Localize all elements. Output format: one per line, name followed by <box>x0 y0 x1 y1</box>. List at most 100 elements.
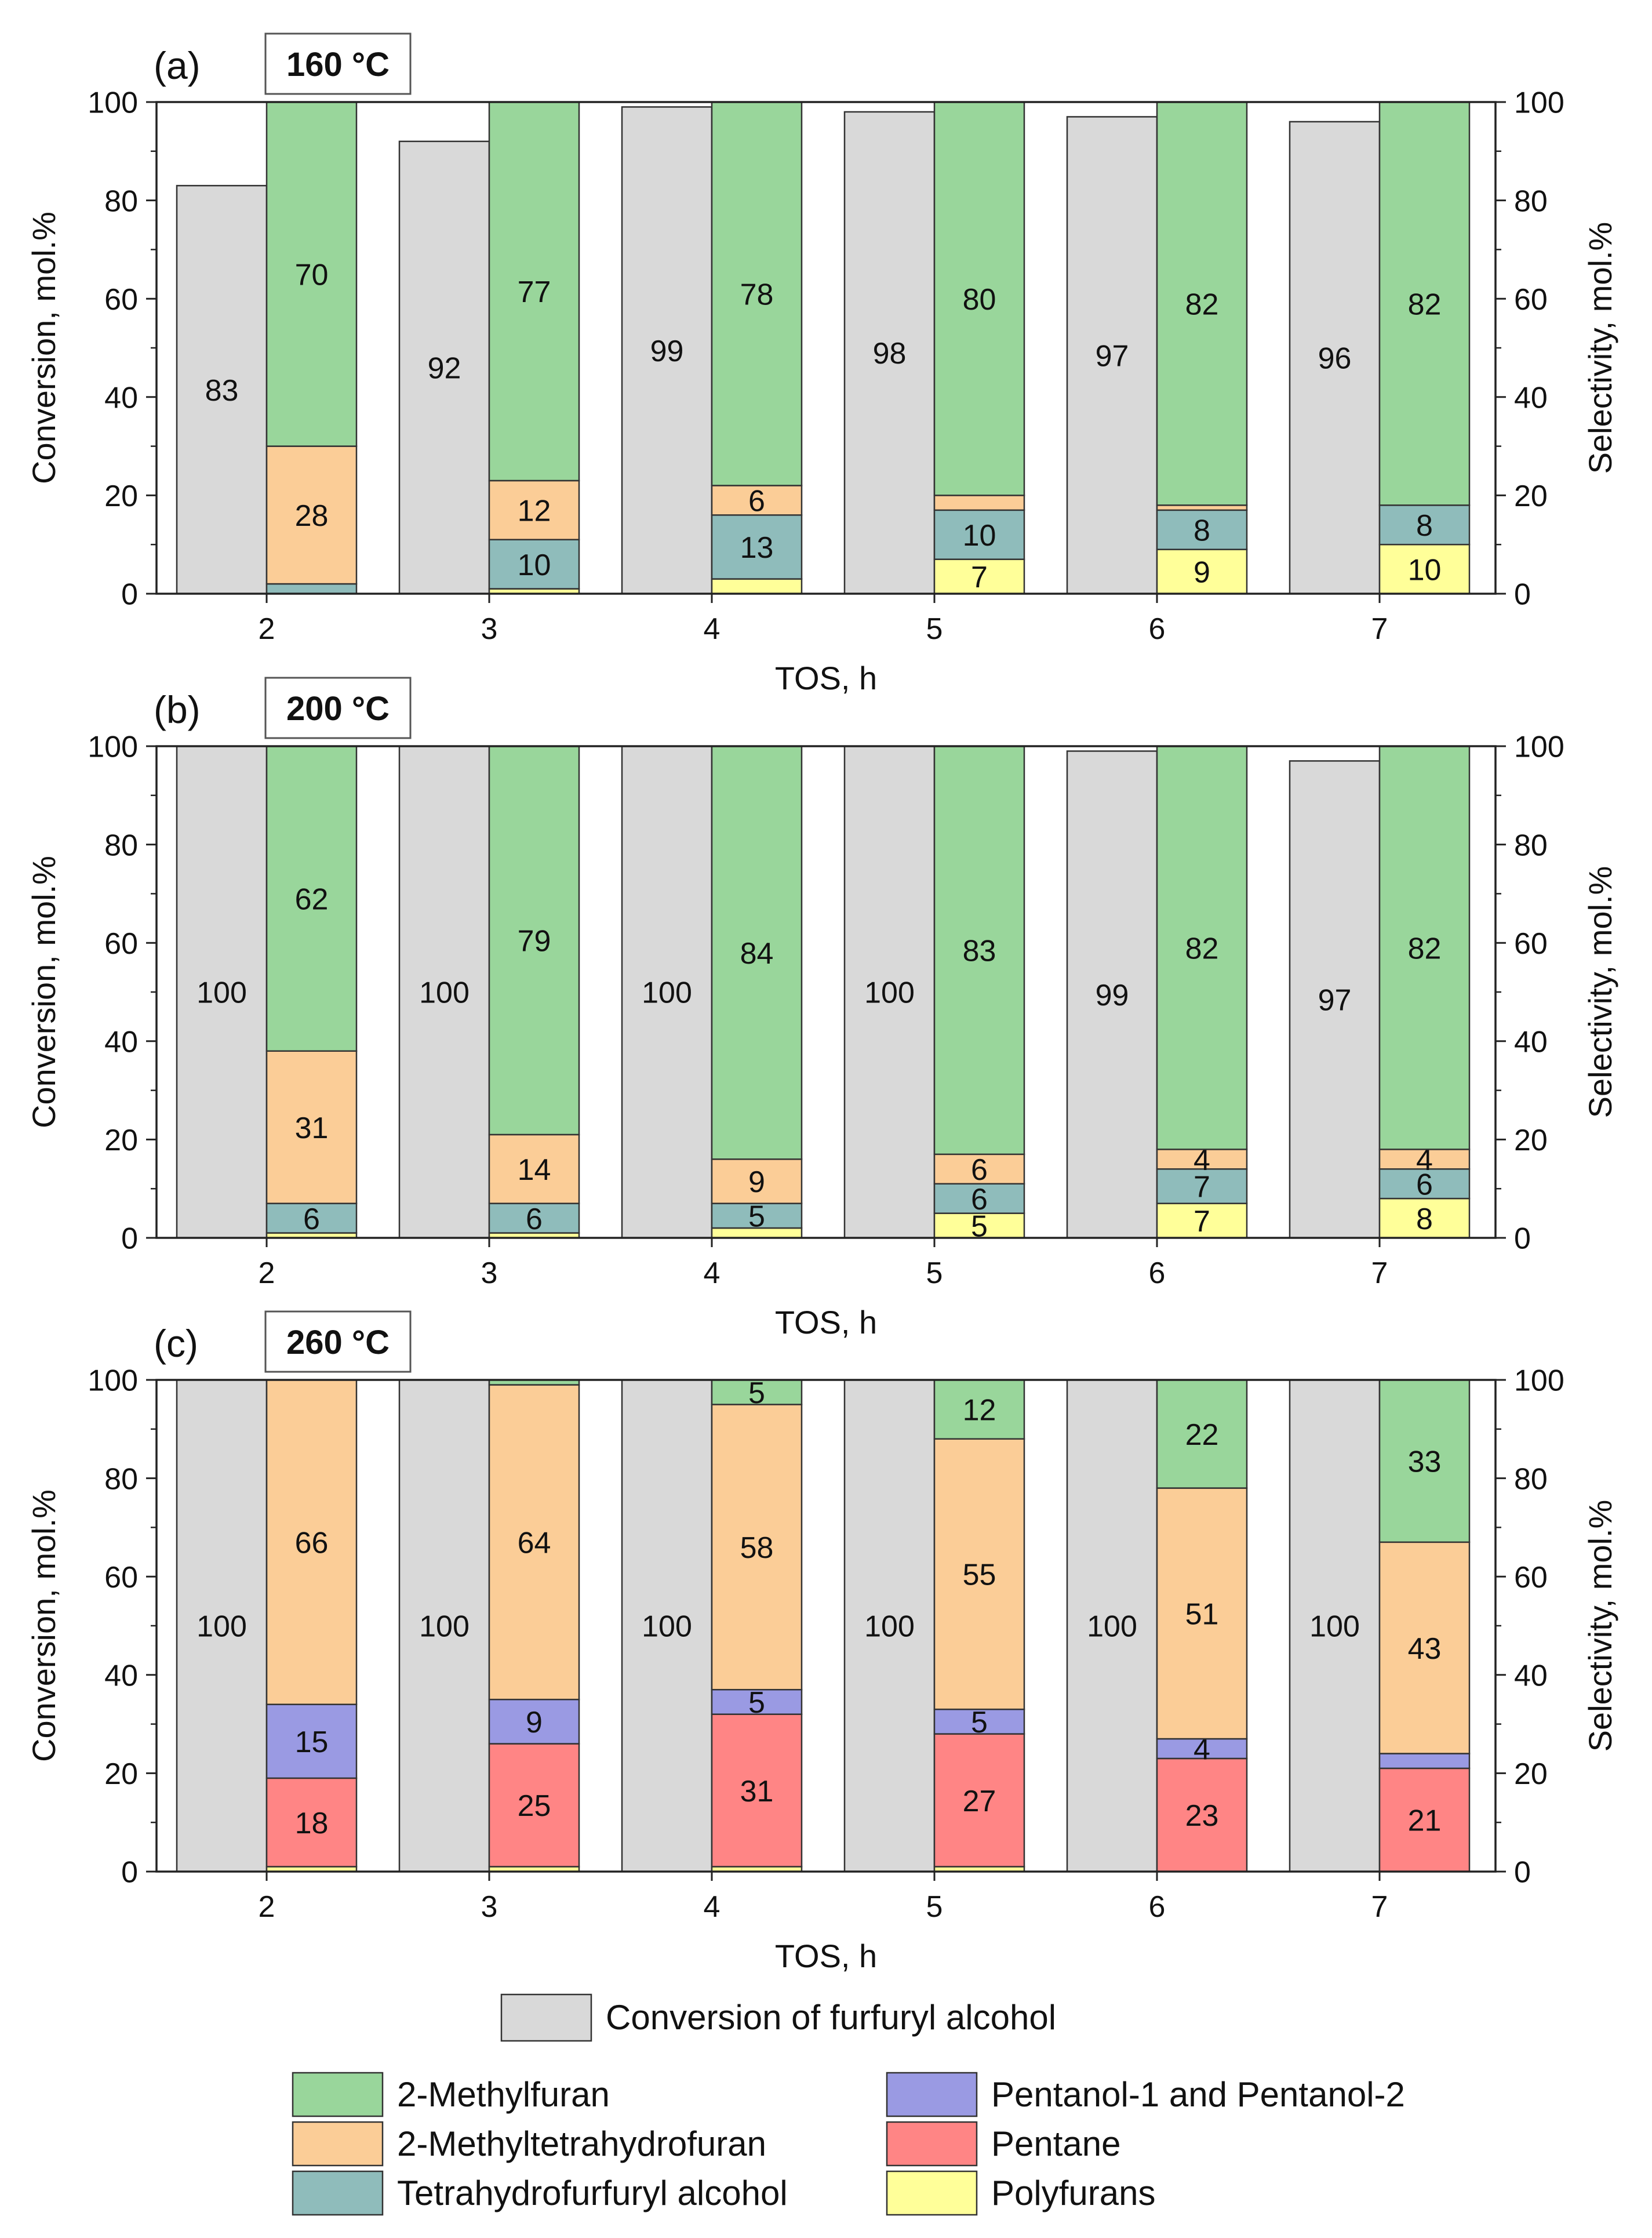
selectivity-value-label: 70 <box>295 259 329 292</box>
selectivity-segment-2-methyltetrahydrofuran <box>1156 504 1248 511</box>
selectivity-segment-2-methylfuran <box>711 101 803 486</box>
x-axis-title: TOS, h <box>775 1938 877 1974</box>
selectivity-segment-2-methyltetrahydrofuran <box>265 445 358 585</box>
selectivity-segment-2-methyltetrahydrofuran <box>711 1404 803 1691</box>
selectivity-segment-polyfurans <box>933 558 1025 595</box>
selectivity-value-label: 51 <box>1185 1598 1219 1632</box>
selectivity-value-label: 25 <box>518 1789 551 1823</box>
selectivity-value-label: 82 <box>1185 932 1219 965</box>
y-tick-label-right: 100 <box>1514 731 1564 764</box>
conversion-value-label: 100 <box>642 976 692 1010</box>
selectivity-segment-2-methylfuran <box>1378 745 1471 1150</box>
selectivity-value-label: 55 <box>963 1558 996 1592</box>
x-tick-label: 4 <box>704 1256 721 1290</box>
legend-label-2-methyltetrahydrofuran: 2-Methyltetrahydrofuran <box>397 2124 766 2163</box>
selectivity-value-label: 8 <box>1416 509 1433 543</box>
selectivity-segment-2-methyltetrahydrofuran <box>711 485 803 516</box>
selectivity-segment-2-methylfuran <box>933 101 1025 496</box>
selectivity-value-label: 12 <box>518 495 551 528</box>
selectivity-value-label: 79 <box>518 925 551 958</box>
y-tick-label-left: 40 <box>104 382 138 415</box>
conversion-bar <box>843 111 936 595</box>
legend-swatch-polyfurans <box>886 2170 978 2216</box>
selectivity-value-label: 5 <box>748 1686 765 1720</box>
conversion-bar <box>1289 1379 1381 1873</box>
x-axis-title: TOS, h <box>775 660 877 696</box>
selectivity-segment-2-methyltetrahydrofuran <box>933 495 1025 511</box>
selectivity-segment-2-methyltetrahydrofuran <box>1378 1149 1471 1170</box>
conversion-value-label: 83 <box>205 374 239 408</box>
selectivity-value-label: 6 <box>748 485 765 518</box>
selectivity-value-label: 8 <box>1193 514 1210 547</box>
conversion-bar <box>843 745 936 1239</box>
y-tick-label-right: 100 <box>1514 1364 1564 1398</box>
selectivity-value-label: 21 <box>1408 1804 1442 1838</box>
legend-swatch-tetrahydrofurfuryl-alcohol <box>292 2170 384 2216</box>
panel-label: (c) <box>154 1322 198 1365</box>
selectivity-value-label: 6 <box>971 1183 988 1216</box>
selectivity-value-label: 27 <box>963 1785 996 1818</box>
y-axis-title-right: Selectivity, mol.% <box>1582 866 1618 1118</box>
x-tick-label: 6 <box>1149 612 1166 646</box>
selectivity-value-label: 5 <box>748 1376 765 1410</box>
selectivity-segment-pentane <box>488 1743 580 1868</box>
selectivity-segment-polyfurans <box>1378 1197 1471 1239</box>
selectivity-segment-tetrahydrofurfuryl-alcohol <box>933 1183 1025 1214</box>
selectivity-segment-2-methylfuran <box>1156 1379 1248 1489</box>
legend-swatch-conversion <box>500 1993 592 2042</box>
selectivity-segment-tetrahydrofurfuryl-alcohol <box>488 539 580 590</box>
selectivity-segment-2-methyltetrahydrofuran <box>1378 1541 1471 1754</box>
selectivity-segment-pentanol-1-and-pentanol-2 <box>265 1703 358 1779</box>
selectivity-value-label: 5 <box>748 1200 765 1234</box>
selectivity-segment-polyfurans <box>1156 1202 1248 1239</box>
x-tick-label: 2 <box>259 1890 275 1924</box>
y-axis-title-left: Conversion, mol.% <box>26 856 62 1128</box>
selectivity-value-label: 43 <box>1408 1632 1442 1666</box>
temperature-box <box>264 1310 412 1373</box>
selectivity-segment-tetrahydrofurfuryl-alcohol <box>265 583 358 595</box>
selectivity-segment-pentane <box>1156 1757 1248 1873</box>
selectivity-value-label: 82 <box>1408 932 1442 965</box>
selectivity-value-label: 6 <box>971 1153 988 1187</box>
y-tick-label-right: 20 <box>1514 1124 1548 1157</box>
y-tick-label-right: 40 <box>1514 1659 1548 1693</box>
chart-panels: 8328702921012773991367849871080597988269… <box>26 32 1618 1974</box>
y-tick-label-right: 100 <box>1514 86 1564 120</box>
conversion-value-label: 100 <box>197 976 247 1010</box>
y-tick-label-left: 100 <box>88 1364 138 1398</box>
x-tick-label: 7 <box>1371 1256 1388 1290</box>
selectivity-value-label: 7 <box>1193 1205 1210 1238</box>
x-tick-label: 4 <box>704 1890 721 1924</box>
y-tick-label-left: 60 <box>104 283 138 317</box>
selectivity-value-label: 9 <box>1193 556 1210 590</box>
conversion-value-label: 92 <box>428 352 461 386</box>
temperature-title: 160 °C <box>286 46 390 83</box>
selectivity-value-label: 83 <box>963 935 996 968</box>
selectivity-segment-2-methyltetrahydrofuran <box>265 1050 358 1204</box>
selectivity-value-label: 7 <box>971 561 988 594</box>
selectivity-value-label: 28 <box>295 499 329 533</box>
conversion-value-label: 100 <box>864 1610 915 1644</box>
y-tick-label-left: 80 <box>104 1462 138 1496</box>
panel-label: (b) <box>154 688 201 731</box>
selectivity-segment-tetrahydrofurfuryl-alcohol <box>488 1202 580 1234</box>
x-tick-label: 4 <box>704 612 721 646</box>
selectivity-value-label: 31 <box>295 1111 329 1145</box>
selectivity-segment-pentane <box>265 1777 358 1868</box>
selectivity-segment-pentanol-1-and-pentanol-2 <box>488 1698 580 1745</box>
selectivity-value-label: 82 <box>1185 288 1219 321</box>
selectivity-segment-2-methylfuran <box>933 1379 1025 1440</box>
selectivity-value-label: 14 <box>518 1153 551 1187</box>
selectivity-segment-2-methyltetrahydrofuran <box>933 1153 1025 1185</box>
selectivity-segment-polyfurans <box>1378 543 1471 595</box>
conversion-value-label: 100 <box>419 1610 470 1644</box>
y-tick-label-right: 0 <box>1514 578 1531 612</box>
selectivity-segment-2-methyltetrahydrofuran <box>711 1158 803 1204</box>
selectivity-segment-2-methylfuran <box>1156 745 1248 1150</box>
selectivity-value-label: 9 <box>748 1165 765 1199</box>
selectivity-value-label: 18 <box>295 1807 329 1840</box>
selectivity-segment-pentane <box>1378 1767 1471 1873</box>
temperature-box <box>264 32 412 95</box>
y-axis-title-left: Conversion, mol.% <box>26 212 62 484</box>
selectivity-value-label: 84 <box>740 937 774 971</box>
